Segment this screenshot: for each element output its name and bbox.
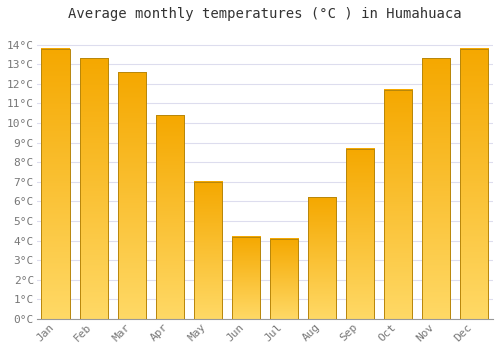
Bar bbox=[346, 148, 374, 319]
Bar bbox=[156, 115, 184, 319]
Bar bbox=[42, 49, 70, 319]
Bar bbox=[232, 237, 260, 319]
Bar bbox=[460, 49, 488, 319]
Title: Average monthly temperatures (°C ) in Humahuaca: Average monthly temperatures (°C ) in Hu… bbox=[68, 7, 462, 21]
Bar bbox=[270, 239, 298, 319]
Bar bbox=[80, 58, 108, 319]
Bar bbox=[384, 90, 412, 319]
Bar bbox=[308, 197, 336, 319]
Bar bbox=[194, 182, 222, 319]
Bar bbox=[422, 58, 450, 319]
Bar bbox=[118, 72, 146, 319]
